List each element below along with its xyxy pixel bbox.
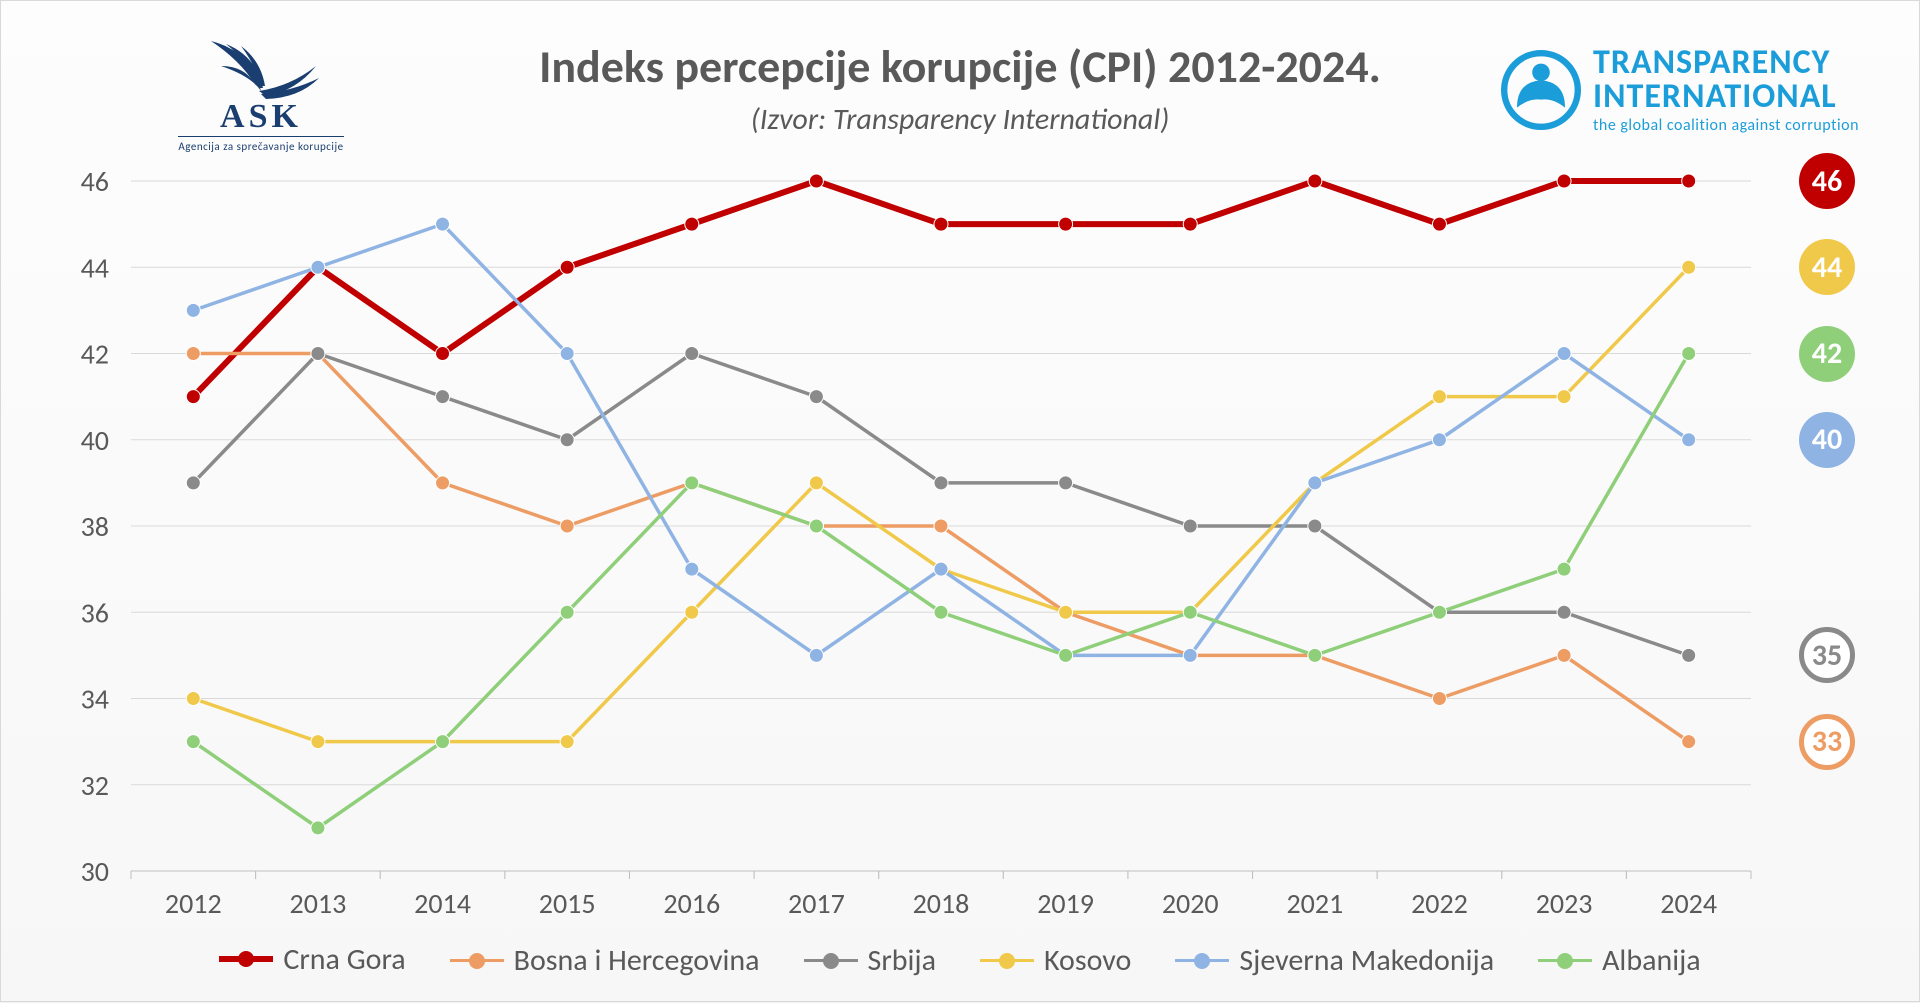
legend-label: Kosovo <box>1044 942 1131 979</box>
end-value-badge: 44 <box>1799 239 1855 295</box>
svg-text:2024: 2024 <box>1660 886 1717 921</box>
legend-swatch <box>980 959 1034 963</box>
line-chart: 30 32 34 36 38 40 42 44 46 2012 2013 2014 2015 2016 20… <box>1 1 1920 1003</box>
legend-item: Kosovo <box>980 942 1131 979</box>
legend-item: Albanija <box>1538 942 1701 979</box>
legend-item: Crna Gora <box>219 941 405 978</box>
end-value-badge: 40 <box>1799 412 1855 468</box>
chart-container: ASK Agencija za sprečavanje korupcije TR… <box>0 0 1920 1002</box>
svg-text:38: 38 <box>81 509 109 544</box>
end-value-badge: 46 <box>1799 153 1855 209</box>
svg-text:2012: 2012 <box>165 886 222 921</box>
svg-text:2019: 2019 <box>1037 886 1094 921</box>
legend-item: Srbija <box>804 942 936 979</box>
svg-text:34: 34 <box>81 682 109 717</box>
legend-swatch <box>219 956 273 962</box>
legend-label: Sjeverna Makedonija <box>1239 942 1494 979</box>
svg-text:44: 44 <box>81 250 109 285</box>
svg-text:40: 40 <box>81 423 109 458</box>
svg-text:2014: 2014 <box>414 886 471 921</box>
svg-text:2020: 2020 <box>1162 886 1219 921</box>
legend: Crna Gora Bosna i Hercegovina Srbija Kosovo… <box>1 934 1919 979</box>
legend-label: Srbija <box>868 942 936 979</box>
svg-text:2021: 2021 <box>1286 886 1343 921</box>
svg-text:30: 30 <box>81 854 109 889</box>
svg-text:2017: 2017 <box>788 886 845 921</box>
legend-swatch <box>804 959 858 963</box>
legend-swatch <box>450 959 504 963</box>
svg-text:2016: 2016 <box>663 886 720 921</box>
end-value-badge: 35 <box>1799 627 1855 683</box>
legend-label: Albanija <box>1602 942 1701 979</box>
svg-text:2022: 2022 <box>1411 886 1468 921</box>
svg-text:2018: 2018 <box>913 886 970 921</box>
svg-text:2015: 2015 <box>539 886 596 921</box>
legend-item: Sjeverna Makedonija <box>1175 942 1494 979</box>
legend-swatch <box>1175 959 1229 963</box>
end-value-badge: 42 <box>1799 326 1855 382</box>
svg-text:32: 32 <box>81 768 109 803</box>
svg-text:2023: 2023 <box>1536 886 1593 921</box>
end-value-badge: 33 <box>1799 714 1855 770</box>
legend-item: Bosna i Hercegovina <box>450 942 760 979</box>
legend-label: Bosna i Hercegovina <box>514 942 760 979</box>
svg-text:46: 46 <box>81 164 109 199</box>
svg-text:2013: 2013 <box>290 886 347 921</box>
svg-text:36: 36 <box>81 595 109 630</box>
svg-text:42: 42 <box>81 337 109 372</box>
legend-label: Crna Gora <box>283 941 405 978</box>
legend-swatch <box>1538 959 1592 963</box>
